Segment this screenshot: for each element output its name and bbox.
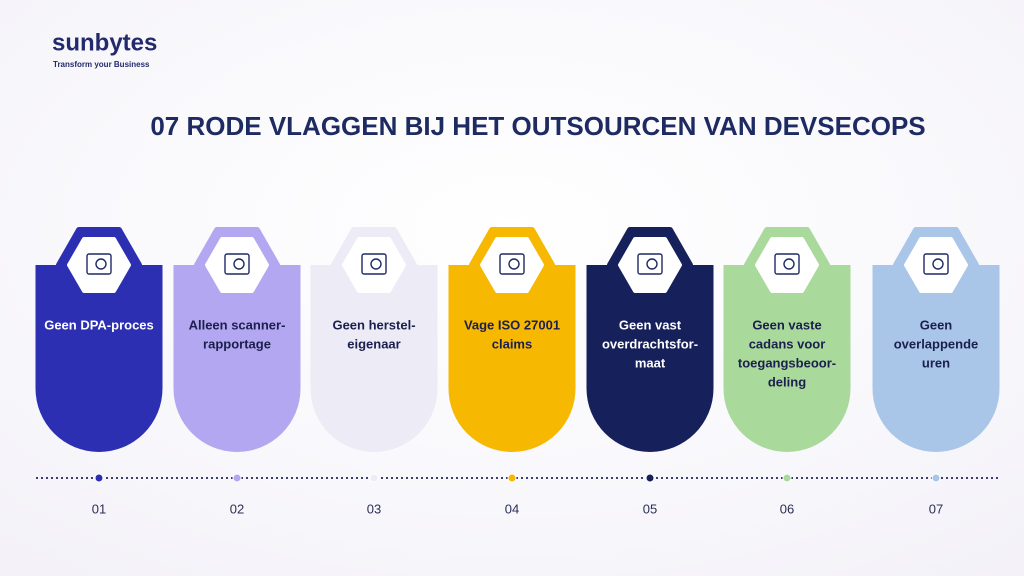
icon-detail xyxy=(233,258,245,270)
item: Alleen scanner-rapportage 02 xyxy=(173,227,301,516)
item-label: Geen vast xyxy=(619,317,682,332)
icon-detail xyxy=(508,258,520,270)
timeline-dot xyxy=(232,473,242,483)
item-label: uren xyxy=(922,355,950,370)
item: Vage ISO 27001 claims 04 xyxy=(448,227,576,516)
item: Geen vast overdrachtsfor-maat 05 xyxy=(586,227,714,516)
item-number: 02 xyxy=(230,501,244,516)
icon-inner xyxy=(205,237,269,293)
timeline-dot xyxy=(645,473,655,483)
item-label: maat xyxy=(635,355,666,370)
title: 07 RODE VLAGGEN BIJ HET OUTSOURCEN VAN D… xyxy=(150,111,925,141)
item-number: 07 xyxy=(929,501,943,516)
timeline-dot xyxy=(94,473,104,483)
icon-inner xyxy=(342,237,406,293)
icon xyxy=(637,253,663,275)
item-label: Geen vaste xyxy=(752,317,821,332)
tagline: Transform your Business xyxy=(53,60,150,69)
item-label: claims xyxy=(492,336,532,351)
icon-detail xyxy=(646,258,658,270)
icon-inner xyxy=(904,237,968,293)
icon xyxy=(774,253,800,275)
item-label: Geen xyxy=(920,317,953,332)
item: Geen DPA-proces 01 xyxy=(35,227,163,516)
icon xyxy=(86,253,112,275)
item: Geen overlappende uren 07 xyxy=(872,227,1000,516)
item-label: overdrachtsfor- xyxy=(602,336,698,351)
timeline-dot xyxy=(369,473,379,483)
item: Geen vaste cadans voor toegangsbeoor-delin… xyxy=(723,227,851,516)
icon-inner xyxy=(755,237,819,293)
timeline-dot xyxy=(931,473,941,483)
card xyxy=(872,265,1000,452)
icon-inner xyxy=(618,237,682,293)
icon xyxy=(361,253,387,275)
item-label: Alleen scanner- xyxy=(189,317,286,332)
icon-detail xyxy=(932,258,944,270)
item-label: cadans voor xyxy=(749,336,826,351)
item-number: 03 xyxy=(367,501,381,516)
item: Geen herstel-eigenaar 03 xyxy=(310,227,438,516)
icon-inner xyxy=(480,237,544,293)
icon xyxy=(499,253,525,275)
timeline-dot xyxy=(507,473,517,483)
item-label: Geen herstel- xyxy=(332,317,415,332)
card xyxy=(586,265,714,452)
card xyxy=(723,265,851,452)
item-number: 01 xyxy=(92,501,106,516)
item-label: overlappende xyxy=(894,336,979,351)
item-number: 06 xyxy=(780,501,794,516)
item-label: deling xyxy=(768,374,806,389)
item-number: 05 xyxy=(643,501,657,516)
item-label: rapportage xyxy=(203,336,271,351)
item-label: Geen DPA-proces xyxy=(44,317,154,332)
icon-detail xyxy=(95,258,107,270)
card xyxy=(310,265,438,452)
items: Geen DPA-proces 01 Alleen scanner-rapporta… xyxy=(35,227,1000,516)
icon-inner xyxy=(67,237,131,293)
item-label: Vage ISO 27001 xyxy=(464,317,560,332)
logo: sunbytes xyxy=(52,29,157,56)
icon xyxy=(224,253,250,275)
card xyxy=(448,265,576,452)
icon-detail xyxy=(370,258,382,270)
icon xyxy=(923,253,949,275)
icon-detail xyxy=(783,258,795,270)
card xyxy=(35,265,163,452)
item-label: eigenaar xyxy=(347,336,400,351)
card xyxy=(173,265,301,452)
timeline-dot xyxy=(782,473,792,483)
item-label: toegangsbeoor- xyxy=(738,355,836,370)
item-number: 04 xyxy=(505,501,519,516)
